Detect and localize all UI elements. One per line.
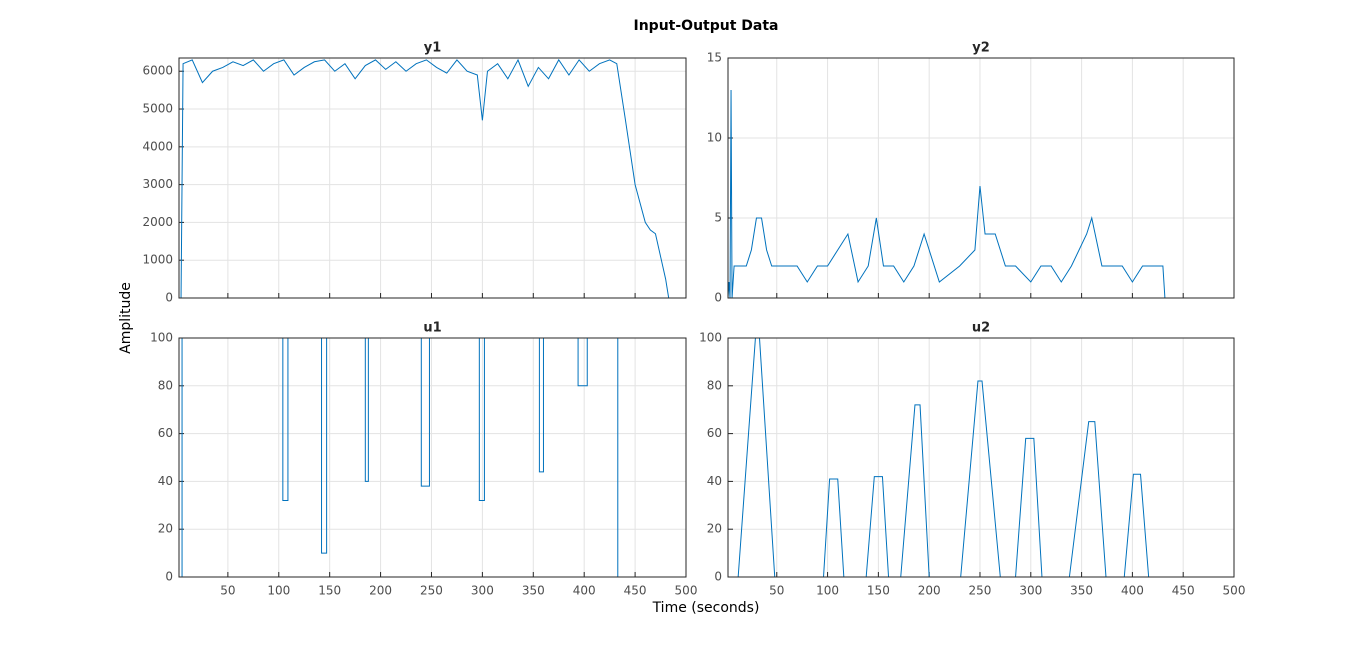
x-tick-label: 500 [1223, 584, 1246, 598]
y-tick-label: 3000 [142, 177, 173, 191]
subplot-title: y1 [424, 41, 442, 56]
x-tick-label: 150 [867, 584, 890, 598]
y-tick-label: 15 [707, 51, 722, 65]
y-tick-label: 6000 [142, 64, 173, 78]
plot-area [728, 338, 1234, 577]
y-tick-label: 0 [714, 291, 722, 305]
y-tick-label: 100 [699, 331, 722, 345]
subplot-title: u1 [423, 321, 441, 336]
plot-area [179, 338, 686, 577]
x-tick-label: 350 [1070, 584, 1093, 598]
axes-box [178, 57, 687, 299]
data-layer [179, 58, 670, 298]
plot-area [728, 58, 1234, 298]
axes-box [727, 337, 1235, 578]
x-tick-label: 50 [769, 584, 784, 598]
y-tick-label: 80 [707, 378, 722, 392]
x-tick-label: 200 [918, 584, 941, 598]
y-tick-label: 0 [165, 291, 173, 305]
subplot: 0 1000 2000 3000 4000 5000 6000 y1 [142, 41, 687, 305]
x-tick-label: 100 [267, 584, 290, 598]
x-axis-label: Time (seconds) [652, 600, 760, 616]
data-layer [728, 338, 1219, 577]
data-line [728, 89, 1219, 298]
axes-box [727, 57, 1235, 299]
subplot-title: u2 [972, 321, 990, 336]
subplot-title: y2 [972, 41, 990, 56]
y-tick-label: 20 [158, 522, 173, 536]
y-tick-label: 40 [707, 474, 722, 488]
x-tick-label: 50 [220, 584, 235, 598]
y-tick-label: 2000 [142, 215, 173, 229]
data-line [728, 338, 1219, 577]
y-tick-label: 4000 [142, 139, 173, 153]
x-tick-label: 300 [471, 584, 494, 598]
axes-box [178, 337, 687, 578]
data-layer [179, 338, 671, 577]
data-layer [728, 89, 1219, 298]
y-axis-label: Amplitude [118, 282, 134, 354]
data-line [179, 338, 671, 577]
x-tick-label: 350 [522, 584, 545, 598]
x-tick-label: 250 [969, 584, 992, 598]
y-tick-label: 10 [707, 131, 722, 145]
y-tick-label: 0 [165, 570, 173, 584]
y-tick-label: 20 [707, 522, 722, 536]
x-tick-label: 300 [1019, 584, 1042, 598]
y-tick-label: 5 [714, 211, 722, 225]
subplot: 0 5 10 15 y2 [707, 41, 1235, 305]
data-line [179, 58, 670, 298]
y-tick-label: 80 [158, 378, 173, 392]
figure-title: Input-Output Data [634, 18, 779, 34]
x-tick-label: 100 [816, 584, 839, 598]
y-tick-label: 100 [150, 331, 173, 345]
x-tick-label: 400 [1121, 584, 1144, 598]
subplot: 50 100 150 200 250 300 350 400 450 500 0 20 40 60 80 10… [150, 321, 697, 598]
x-tick-label: 500 [675, 584, 698, 598]
x-tick-label: 200 [369, 584, 392, 598]
x-tick-label: 250 [420, 584, 443, 598]
x-tick-label: 150 [318, 584, 341, 598]
x-tick-label: 450 [1172, 584, 1195, 598]
y-tick-label: 60 [707, 426, 722, 440]
y-tick-label: 40 [158, 474, 173, 488]
subplot: 50 100 150 200 250 300 350 400 450 500 0 20 40 60 80 10… [699, 321, 1245, 598]
y-tick-label: 60 [158, 426, 173, 440]
x-tick-label: 400 [573, 584, 596, 598]
y-tick-label: 5000 [142, 102, 173, 116]
y-tick-label: 0 [714, 570, 722, 584]
x-tick-label: 450 [624, 584, 647, 598]
y-tick-label: 1000 [142, 253, 173, 267]
plot-area [179, 58, 686, 298]
